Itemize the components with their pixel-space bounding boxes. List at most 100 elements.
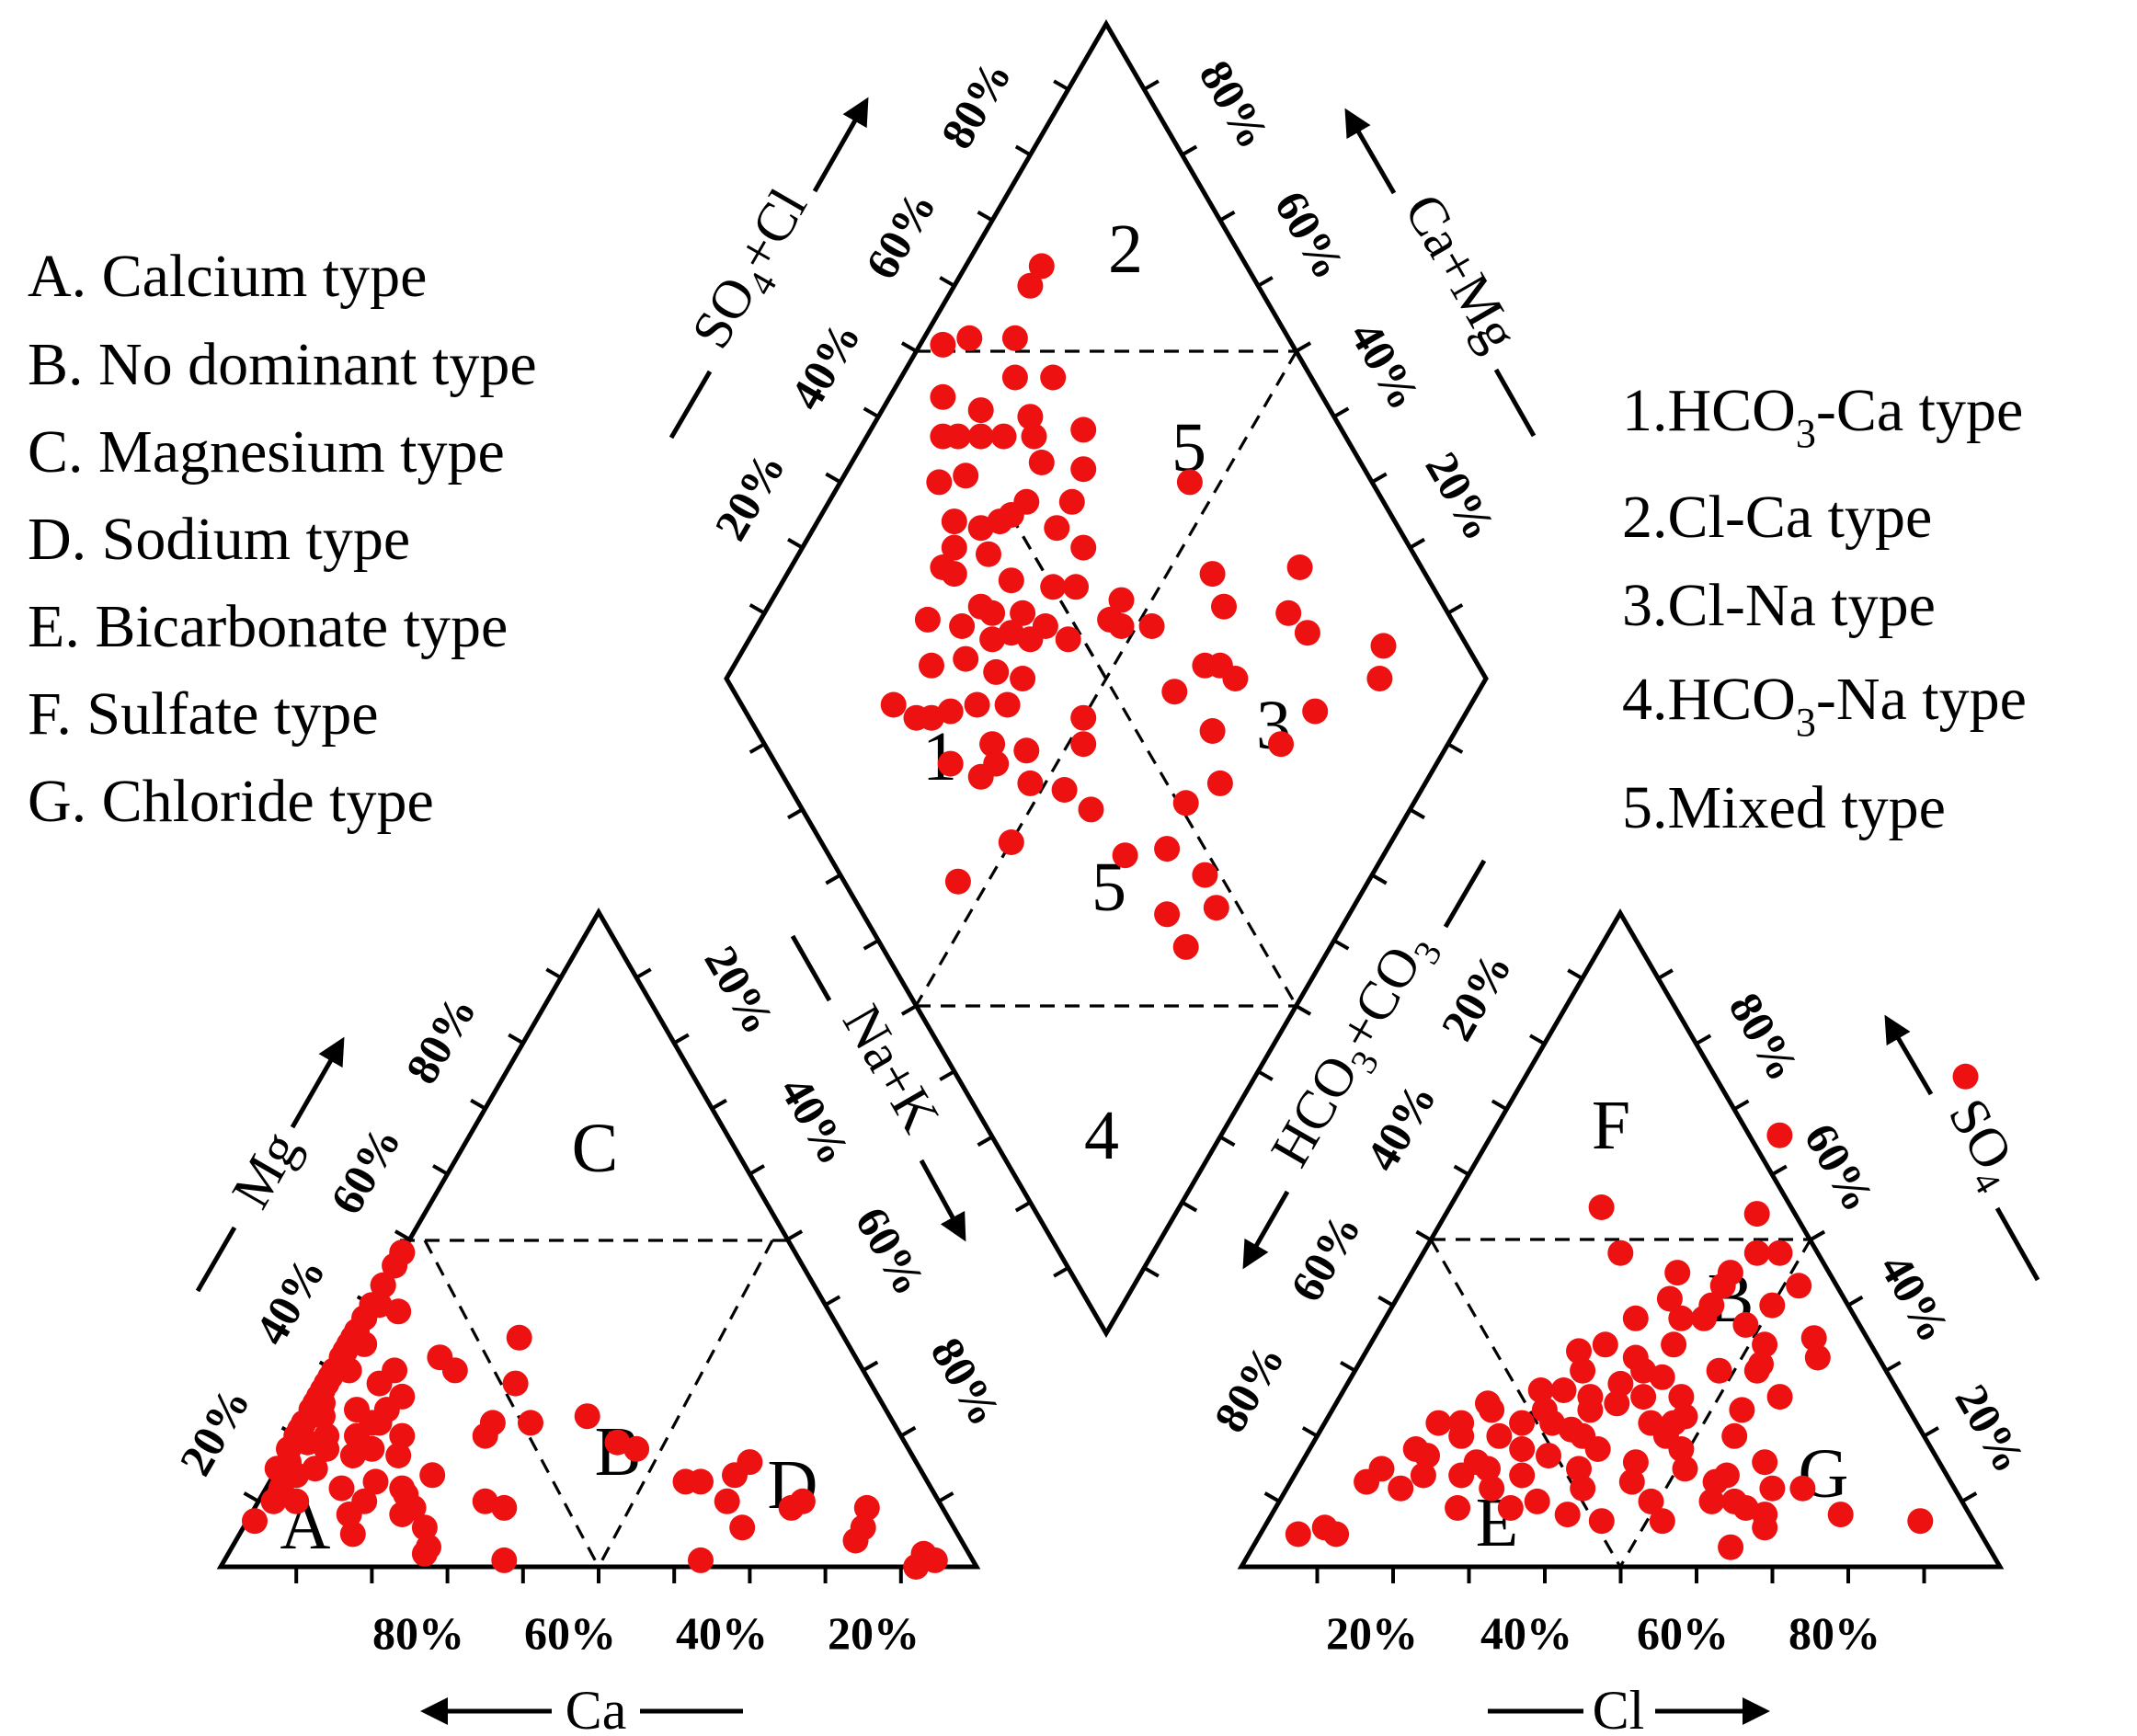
cation-sample-point <box>737 1449 763 1476</box>
diamond-sample-point <box>937 750 964 777</box>
anion-sample-point <box>1570 1475 1596 1502</box>
cation-sample-point <box>389 1239 416 1266</box>
cation-sample-point <box>283 1462 310 1489</box>
anion-sample-point <box>1752 1514 1778 1541</box>
diamond-sample-point <box>914 606 941 633</box>
axis-tick <box>939 1069 955 1081</box>
axis-tick <box>787 807 804 820</box>
anion-sample-point <box>1577 1384 1604 1410</box>
diamond-sample-point <box>944 868 971 895</box>
axis-tick <box>900 1004 918 1016</box>
anion-sample-point <box>1592 1331 1618 1358</box>
diamond-left-tick-label: 40% <box>780 313 870 418</box>
anion-sample-point <box>1570 1357 1596 1384</box>
anion-sample-point <box>1743 1201 1770 1228</box>
legend-type-2: 2.Cl-Ca type <box>1622 484 1932 551</box>
axis-tick <box>977 1135 994 1148</box>
axis-tick <box>863 939 880 951</box>
diamond-sample-point <box>1070 417 1097 443</box>
diamond-right-tick-label: 40% <box>1340 313 1430 418</box>
anion-left-tick-label: 60% <box>1280 1205 1370 1310</box>
axis-tick <box>937 1491 954 1503</box>
nak-axis-title: Na+K <box>831 995 952 1142</box>
axis-tick <box>1143 1266 1160 1278</box>
diamond-sample-point <box>1108 587 1135 613</box>
anion-sample-point <box>1588 1508 1615 1535</box>
anion-sample-point <box>1698 1488 1725 1514</box>
anion-sample-point <box>1661 1331 1687 1358</box>
axis-tick <box>1053 79 1069 91</box>
so4cl-axis-title: SO4+Cl <box>680 178 826 362</box>
diamond-right-tick-label: 60% <box>1264 182 1354 288</box>
cation-sample-point <box>441 1357 468 1384</box>
cation-sample-point <box>362 1468 389 1495</box>
anion-sample-point <box>1638 1488 1664 1514</box>
cation-sample-point <box>385 1443 412 1468</box>
cation-bottom-tick-label: 20% <box>828 1607 920 1659</box>
cation-sample-point <box>479 1410 506 1436</box>
diamond-sample-point <box>1112 842 1138 869</box>
anion-sample-point <box>1668 1384 1695 1410</box>
anion-sample-point <box>1388 1475 1414 1502</box>
anion-sample-point <box>1463 1449 1490 1476</box>
diamond-sample-point <box>1172 790 1199 817</box>
diamond-sample-point <box>979 600 1006 626</box>
anion-sample-point <box>1668 1305 1695 1331</box>
axis-tick <box>899 1425 917 1438</box>
diamond-sample-point <box>1078 796 1104 823</box>
diamond-sample-point <box>1366 666 1393 691</box>
nak-axis-arrow <box>919 1159 966 1242</box>
axis-tick <box>1771 1164 1788 1177</box>
cation-sample-point <box>385 1298 412 1325</box>
diamond-sample-point <box>1199 561 1226 588</box>
anion-sample-point <box>1752 1449 1778 1476</box>
cation-region-c: C <box>572 1110 619 1187</box>
axis-tick <box>1657 968 1674 980</box>
diamond-sample-point <box>1001 364 1028 391</box>
axis-tick <box>749 1164 765 1176</box>
diamond-left-tick-label: 80% <box>931 51 1021 157</box>
cation-sample-point <box>506 1324 532 1351</box>
diamond-sample-point <box>930 331 956 358</box>
diamond-right-tick-label: 20% <box>1415 443 1505 549</box>
axis-tick <box>545 967 562 979</box>
axis-tick <box>939 276 955 288</box>
mg-axis-title: Mg <box>220 1121 311 1217</box>
diamond-sample-point <box>930 554 956 580</box>
cation-right-tick-label: 20% <box>694 937 784 1043</box>
legend-item-a: A. Calcium type <box>28 243 427 310</box>
axis-tick <box>1453 1164 1470 1177</box>
hco3-axis-arrow <box>1242 1190 1290 1270</box>
legend-item-f: F. Sulfate type <box>28 680 379 748</box>
diamond-sample-point <box>953 645 979 672</box>
axis-tick <box>1301 1426 1319 1438</box>
axis-tick <box>825 472 841 485</box>
cation-sample-point <box>400 1494 427 1521</box>
anion-sample-point <box>1604 1390 1630 1417</box>
axis-tick <box>1695 1034 1712 1045</box>
legend-type-4: 4.HCO3-Na type <box>1622 666 2027 745</box>
anion-sample-point <box>1509 1436 1536 1462</box>
cation-sample-point <box>351 1488 378 1514</box>
nak-axis-tail <box>790 934 832 1002</box>
cation-bottom-tick-label: 80% <box>372 1607 464 1659</box>
axis-tick <box>1257 276 1274 288</box>
diamond-sample-point <box>1017 770 1044 796</box>
camg-axis-tail <box>1493 368 1537 438</box>
diamond-sample-point <box>1138 613 1165 639</box>
diamond-left-tick-label: 60% <box>855 182 945 288</box>
anion-sample-point <box>1698 1292 1725 1319</box>
cation-sample-point <box>389 1475 416 1502</box>
axis-tick <box>1014 144 1032 157</box>
anion-sample-point <box>1706 1357 1732 1384</box>
axis-tick <box>900 341 918 353</box>
diamond-sample-point <box>1154 836 1181 862</box>
legend-item-d: D. Sodium type <box>28 506 410 573</box>
axis-tick <box>243 1491 260 1503</box>
diamond-sample-point <box>1286 554 1313 580</box>
diamond-sample-point <box>953 463 979 489</box>
legend-hydrochemical-facies: A. Calcium type B. No dominant type C. M… <box>28 243 537 835</box>
diamond-region-4: 4 <box>1084 1097 1119 1174</box>
anion-sample-point <box>1618 1468 1645 1495</box>
axis-tick <box>1181 144 1198 157</box>
